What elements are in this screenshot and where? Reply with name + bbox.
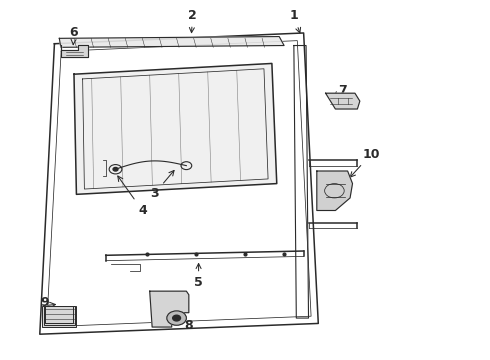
Bar bbox=[42, 306, 76, 327]
Text: 10: 10 bbox=[350, 148, 380, 177]
Text: 9: 9 bbox=[40, 296, 49, 309]
Polygon shape bbox=[59, 37, 284, 47]
Text: 8: 8 bbox=[167, 307, 193, 332]
Polygon shape bbox=[317, 171, 352, 211]
Text: 5: 5 bbox=[194, 264, 203, 289]
Text: 1: 1 bbox=[290, 9, 300, 33]
Polygon shape bbox=[326, 93, 360, 109]
Circle shape bbox=[167, 311, 186, 325]
Circle shape bbox=[172, 315, 180, 321]
Polygon shape bbox=[61, 45, 88, 57]
Bar bbox=[45, 306, 74, 323]
Bar bbox=[44, 306, 75, 325]
Text: 6: 6 bbox=[70, 26, 78, 45]
Polygon shape bbox=[150, 291, 189, 327]
Text: 2: 2 bbox=[188, 9, 197, 33]
Text: 3: 3 bbox=[150, 171, 174, 200]
Text: 7: 7 bbox=[333, 84, 347, 97]
Circle shape bbox=[113, 167, 118, 171]
Text: 4: 4 bbox=[118, 176, 147, 217]
Polygon shape bbox=[74, 63, 277, 194]
